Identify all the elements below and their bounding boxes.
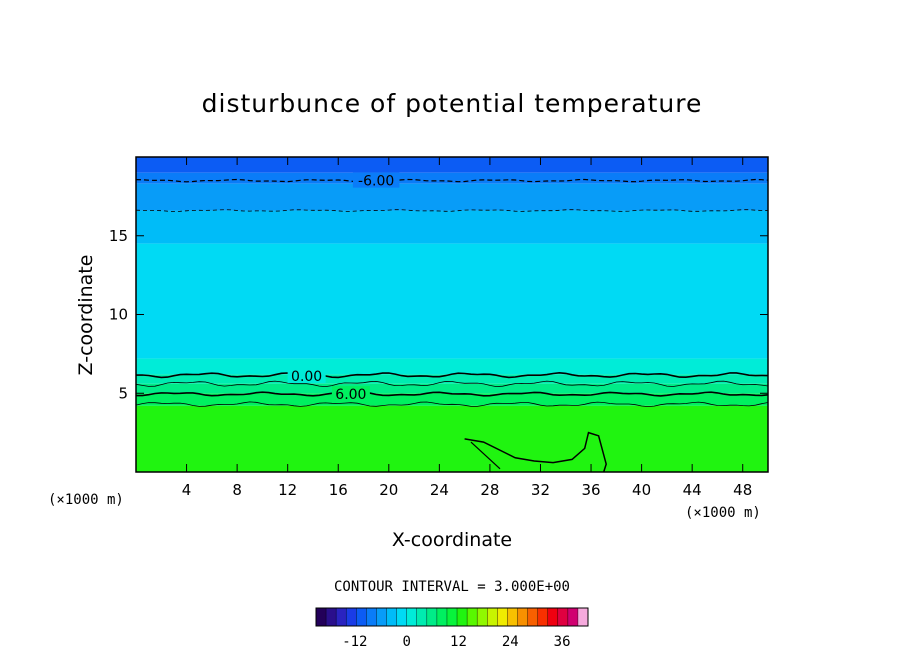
colorbar-swatch-21 [527,608,539,626]
fill-band-8 [136,393,768,406]
fill-band-1 [136,172,768,184]
fill-band-9 [136,405,768,472]
colorbar-swatch-11 [426,608,438,626]
fill-band-3 [136,210,768,244]
contour-label-0: -6.00 [358,174,394,190]
colorbar-swatch-17 [487,608,498,626]
x-tick-label-1: 8 [232,481,242,499]
colorbar-swatch-5 [366,608,377,626]
colorbar-frame [315,607,589,627]
x-tick-label-10: 44 [683,481,702,499]
colorbar-tick-label-3: 24 [502,634,519,650]
colorbar-swatch-20 [517,608,529,626]
colorbar-swatch-12 [436,608,448,626]
colorbar-swatch-24 [557,608,569,626]
colorbar-swatch-9 [406,608,418,626]
y-tick-label-1: 10 [109,306,128,324]
fill-band-0 [136,157,768,173]
y-tick-label-2: 15 [109,227,128,245]
colorbar-swatch-3 [346,608,357,626]
contour-label-bg-2 [331,386,370,402]
x-tick-label-7: 32 [531,481,550,499]
colorbar-swatch-23 [547,608,559,626]
colorbar-swatch-18 [497,608,508,626]
x-tick-label-0: 4 [182,481,192,499]
colorbar-swatch-25 [567,608,579,626]
colorbar-swatch-2 [336,608,347,626]
contour-line-9 [135,401,769,408]
colorbar-swatch-8 [396,608,408,626]
contour-label-1: 0.00 [291,369,322,385]
y-axis: 5 10 15 [109,227,768,402]
x-unit-right: (×1000 m) [685,505,761,521]
x-unit-left: (×1000 m) [48,492,124,508]
colorbar [315,607,589,627]
fill-band-2 [136,183,768,211]
chart-title: disturbunce of potential temperature [202,89,703,118]
colorbar-swatch-19 [507,608,518,626]
contour-interval-label: CONTOUR INTERVAL = 3.000E+00 [334,579,570,595]
contour-label-bg-1 [287,367,326,383]
x-tick-label-9: 40 [632,481,651,499]
colorbar-tick-label-2: 12 [450,634,467,650]
contour-label-bg-0 [352,172,400,188]
x-tick-label-3: 16 [329,481,348,499]
contour-lines: -6.00 0.00 6.00 [135,172,769,473]
colorbar-swatch-7 [386,608,398,626]
y-tick-label-0: 5 [118,384,128,402]
x-tick-label-5: 24 [430,481,449,499]
fill-band-7 [136,383,768,394]
x-axis: 4 8 12 16 20 24 28 32 36 40 44 48 [182,157,752,499]
colorbar-swatch-13 [446,608,458,626]
colorbar-tick-label-1: 0 [402,634,410,650]
fill-band-4 [136,243,768,359]
colorbar-ticks: -12 0 12 24 36 [342,634,570,650]
y-axis-label: Z-coordinate [75,255,97,376]
x-axis-label: X-coordinate [392,529,512,551]
contour-line-neg6-upper [135,178,769,183]
fill-band-5 [136,358,768,375]
colorbar-swatch-22 [537,608,549,626]
colorbar-tick-label-4: 36 [554,634,571,650]
colorbar-swatch-16 [477,608,488,626]
contour-label-2: 6.00 [335,387,366,403]
x-tick-label-6: 28 [480,481,499,499]
colorbar-swatch-4 [356,608,367,626]
contour-line-surface-blob [464,431,607,473]
x-tick-label-8: 36 [581,481,600,499]
fill-band-6 [136,374,768,384]
x-tick-label-11: 48 [733,481,752,499]
contour-line-zero [135,371,769,379]
colorbar-swatch-1 [326,608,337,626]
colorbar-swatch-14 [457,608,468,626]
colorbar-swatch-6 [376,608,388,626]
colorbar-swatch-15 [467,608,478,626]
colorbar-swatch-0 [316,608,327,626]
colorbar-swatch-26 [577,608,589,626]
x-tick-label-2: 12 [278,481,297,499]
contour-line-surface-stub [470,441,501,470]
plot-area [136,157,768,472]
contour-line-6 [136,391,769,397]
contour-line-3 [135,380,769,388]
x-tick-label-4: 20 [379,481,398,499]
colorbar-swatch-10 [416,608,428,626]
colorbar-tick-label-0: -12 [342,634,367,650]
contour-line-neg3 [135,209,769,212]
